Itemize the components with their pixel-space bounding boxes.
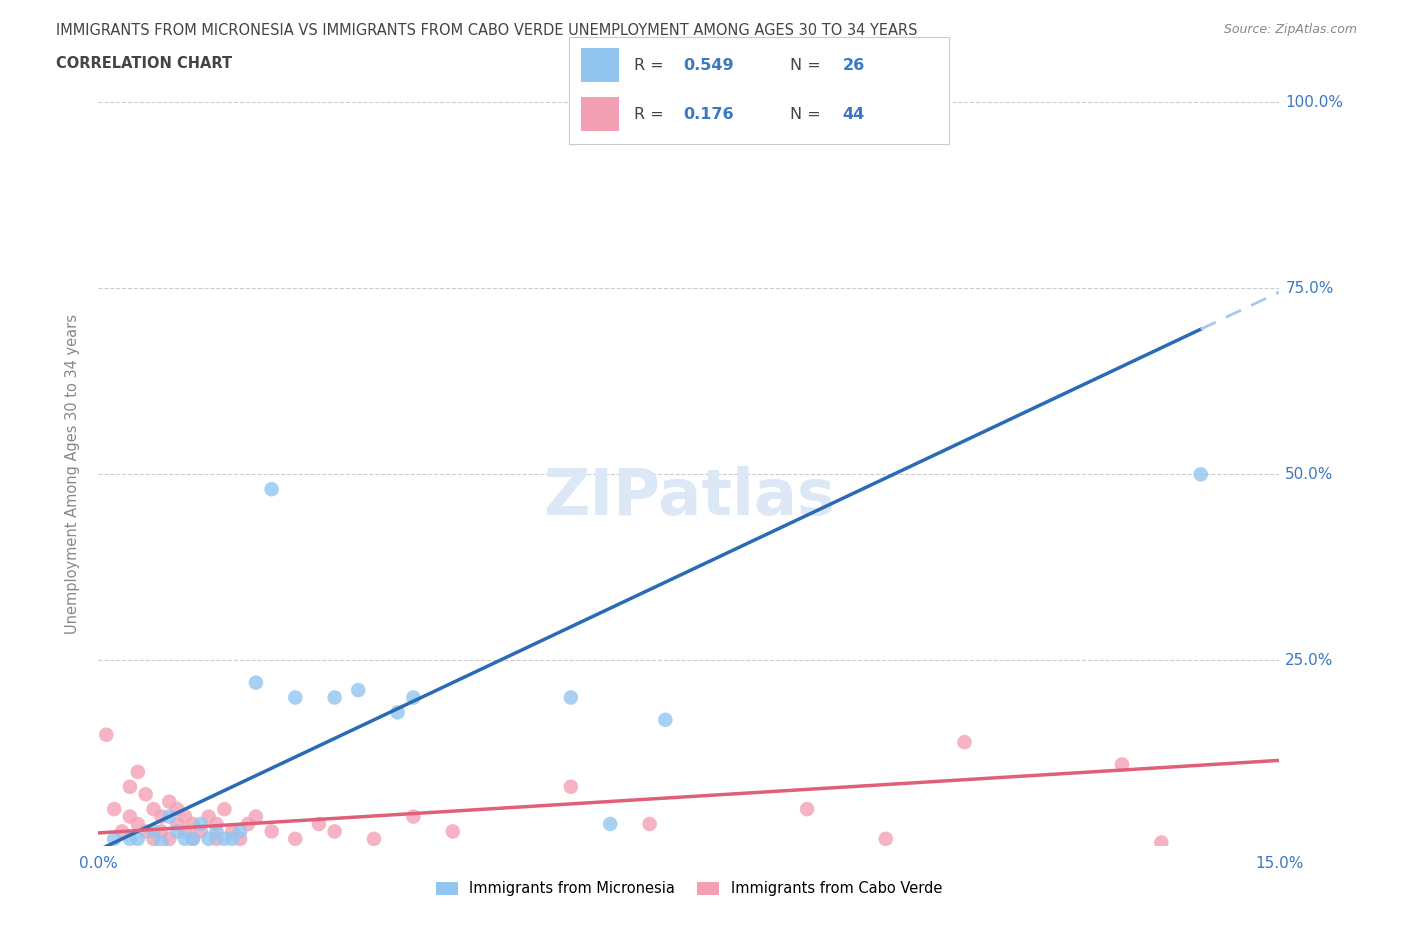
Point: [166, 802, 188, 817]
Point: [260, 824, 283, 839]
Point: [284, 831, 307, 846]
Point: [323, 824, 346, 839]
Text: 0.176: 0.176: [683, 107, 734, 122]
Text: N =: N =: [790, 58, 825, 73]
Point: [127, 817, 149, 831]
Point: [103, 831, 125, 846]
Point: [638, 817, 661, 831]
Point: [214, 802, 236, 817]
FancyBboxPatch shape: [581, 48, 619, 82]
Point: [174, 824, 197, 839]
Point: [197, 809, 219, 824]
Point: [197, 831, 219, 846]
Point: [174, 809, 197, 824]
Point: [190, 824, 212, 839]
Text: 26: 26: [842, 58, 865, 73]
Point: [135, 787, 157, 802]
Point: [229, 831, 252, 846]
Point: [599, 817, 621, 831]
Point: [363, 831, 385, 846]
Point: [127, 764, 149, 779]
Point: [205, 824, 228, 839]
Point: [1150, 835, 1173, 850]
Text: Source: ZipAtlas.com: Source: ZipAtlas.com: [1223, 23, 1357, 36]
Point: [284, 690, 307, 705]
Point: [308, 817, 330, 831]
Point: [166, 824, 188, 839]
Point: [796, 802, 818, 817]
Point: [135, 824, 157, 839]
Point: [127, 831, 149, 846]
Point: [174, 831, 197, 846]
Point: [875, 831, 897, 846]
Point: [205, 817, 228, 831]
Point: [142, 802, 165, 817]
Point: [150, 835, 173, 850]
Point: [157, 831, 180, 846]
Point: [347, 683, 370, 698]
Point: [166, 817, 188, 831]
Text: R =: R =: [634, 107, 669, 122]
Point: [441, 824, 464, 839]
Point: [157, 794, 180, 809]
Point: [103, 802, 125, 817]
Point: [150, 824, 173, 839]
Point: [150, 809, 173, 824]
Text: IMMIGRANTS FROM MICRONESIA VS IMMIGRANTS FROM CABO VERDE UNEMPLOYMENT AMONG AGES: IMMIGRANTS FROM MICRONESIA VS IMMIGRANTS…: [56, 23, 918, 38]
Point: [323, 690, 346, 705]
Point: [221, 831, 243, 846]
Point: [387, 705, 409, 720]
Text: 75.0%: 75.0%: [1285, 281, 1334, 296]
Text: 44: 44: [842, 107, 865, 122]
Point: [190, 817, 212, 831]
Point: [111, 824, 134, 839]
Text: N =: N =: [790, 107, 825, 122]
Point: [118, 779, 141, 794]
Text: 0.549: 0.549: [683, 58, 734, 73]
Point: [181, 817, 204, 831]
Point: [181, 831, 204, 846]
Point: [118, 831, 141, 846]
Point: [245, 675, 267, 690]
Point: [654, 712, 676, 727]
Point: [181, 831, 204, 846]
Point: [402, 690, 425, 705]
Point: [560, 690, 582, 705]
Point: [118, 809, 141, 824]
Point: [214, 831, 236, 846]
Point: [157, 809, 180, 824]
Point: [402, 809, 425, 824]
Point: [96, 727, 118, 742]
Point: [245, 809, 267, 824]
Legend: Immigrants from Micronesia, Immigrants from Cabo Verde: Immigrants from Micronesia, Immigrants f…: [430, 875, 948, 902]
Point: [142, 831, 165, 846]
Point: [260, 482, 283, 497]
Point: [142, 824, 165, 839]
Point: [229, 824, 252, 839]
Text: 100.0%: 100.0%: [1285, 95, 1343, 110]
Text: 25.0%: 25.0%: [1285, 653, 1334, 668]
FancyBboxPatch shape: [581, 97, 619, 131]
Point: [1189, 467, 1212, 482]
Point: [221, 824, 243, 839]
Point: [1111, 757, 1133, 772]
Text: ZIPatlas: ZIPatlas: [543, 466, 835, 527]
Text: R =: R =: [634, 58, 669, 73]
Text: CORRELATION CHART: CORRELATION CHART: [56, 56, 232, 71]
Point: [205, 831, 228, 846]
Y-axis label: Unemployment Among Ages 30 to 34 years: Unemployment Among Ages 30 to 34 years: [65, 314, 80, 634]
Point: [236, 817, 259, 831]
Point: [560, 779, 582, 794]
Text: 50.0%: 50.0%: [1285, 467, 1334, 482]
Point: [953, 735, 976, 750]
